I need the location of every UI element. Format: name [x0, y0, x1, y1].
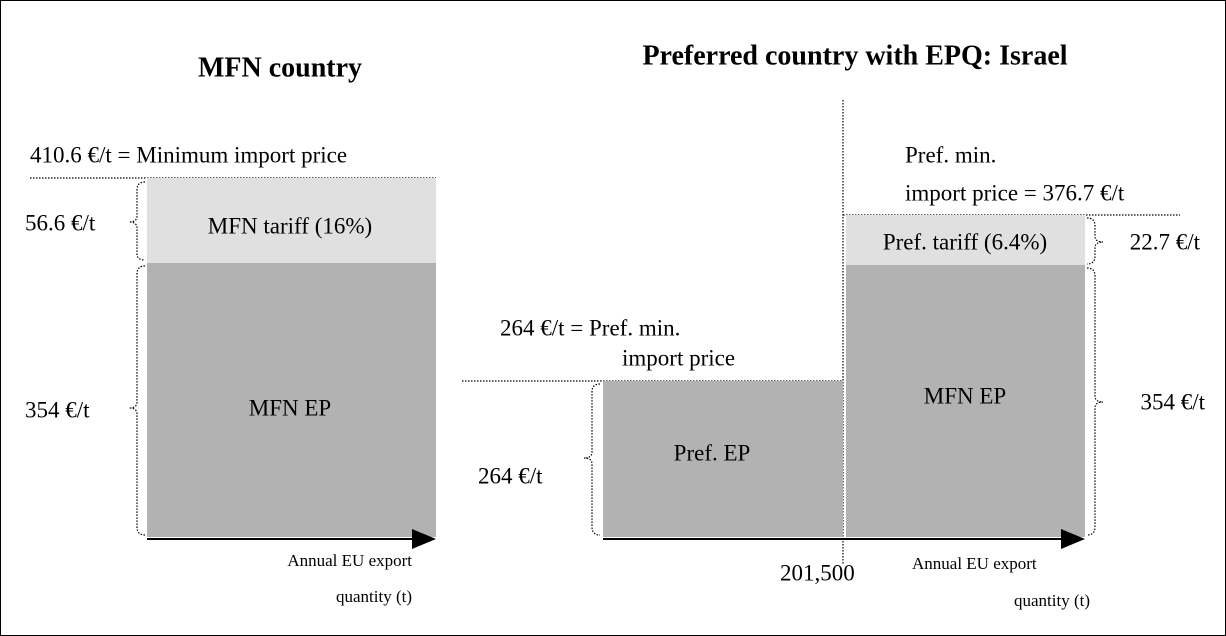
- pref-price-label: import price: [622, 345, 735, 370]
- right-title: Preferred country with EPQ: Israel: [642, 40, 1067, 71]
- brace: [583, 383, 601, 536]
- ep-box-label: MFN EP: [249, 395, 331, 420]
- quota-label: 201,500: [780, 560, 855, 585]
- ep-amount: 354 €/t: [1140, 389, 1205, 414]
- left-title: MFN country: [198, 52, 362, 83]
- tariff-box: [846, 215, 1085, 265]
- pref-ep-box: [603, 381, 843, 537]
- axis-label: Annual EU export: [912, 554, 1037, 573]
- ep-box: [147, 263, 436, 537]
- tariff-amount: 56.6 €/t: [25, 210, 96, 235]
- ep-amount: 354 €/t: [25, 397, 90, 422]
- axis-label: Annual EU export: [287, 551, 412, 570]
- tariff-box-label: MFN tariff (16%): [208, 213, 372, 238]
- tariff-box-label: Pref. tariff (6.4%): [883, 229, 1047, 254]
- pref-ep-amount: 264 €/t: [478, 463, 543, 488]
- pref-ep-box-label: Pref. EP: [674, 440, 751, 465]
- brace: [1086, 217, 1104, 265]
- min-price-label: 410.6 €/t = Minimum import price: [30, 142, 347, 167]
- pref-min-price-label: import price = 376.7 €/t: [905, 180, 1125, 205]
- axis-label: quantity (t): [1014, 591, 1090, 610]
- tariff-box: [147, 178, 436, 263]
- brace: [128, 265, 146, 536]
- ep-box-label: MFN EP: [924, 383, 1006, 408]
- brace: [128, 181, 146, 261]
- ep-box: [846, 265, 1085, 537]
- pref-min-price-label: Pref. min.: [905, 142, 996, 167]
- tariff-amount: 22.7 €/t: [1130, 229, 1201, 254]
- axis-label: quantity (t): [336, 587, 412, 606]
- brace: [1086, 267, 1104, 536]
- pref-price-label: 264 €/t = Pref. min.: [500, 315, 680, 340]
